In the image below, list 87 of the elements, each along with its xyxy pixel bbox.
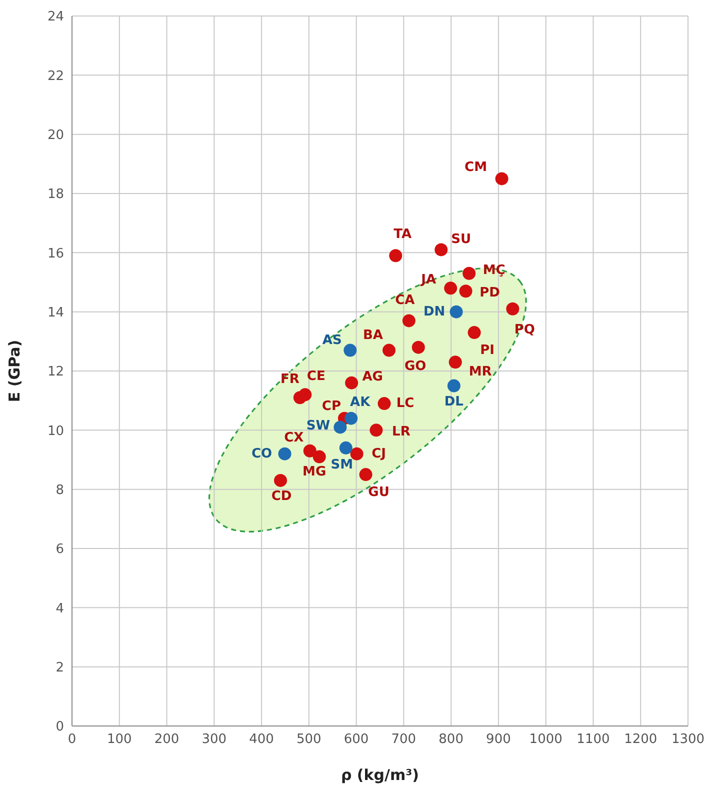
annotation: SM <box>330 457 354 472</box>
point <box>412 340 425 354</box>
annotation: CP <box>322 398 341 414</box>
point <box>444 282 458 295</box>
annotation: GU <box>368 485 390 500</box>
y-tick-label: 22 <box>47 68 64 84</box>
x-tick-label: 600 <box>344 732 369 748</box>
annotation: MR <box>468 364 492 380</box>
point <box>312 450 326 464</box>
x-tick-label: 300 <box>202 732 227 748</box>
point <box>382 344 396 357</box>
y-axis-title: E (GPa) <box>5 340 24 402</box>
point <box>359 468 372 482</box>
y-tick-label: 4 <box>56 601 64 616</box>
point <box>448 356 462 369</box>
y-tick-label: 18 <box>47 187 64 202</box>
point <box>447 379 460 392</box>
point <box>450 305 463 318</box>
annotation: TA <box>394 227 412 242</box>
point <box>506 302 520 316</box>
x-tick-label: 1200 <box>624 732 658 748</box>
x-tick-label: 500 <box>296 732 322 748</box>
y-tick-label: 14 <box>47 305 64 320</box>
point <box>495 172 508 186</box>
point <box>459 284 472 298</box>
point <box>434 243 448 256</box>
point <box>339 441 352 454</box>
annotation: AS <box>322 332 342 348</box>
x-tick-label: 700 <box>391 732 416 748</box>
annotation: DL <box>444 394 464 410</box>
annotation: PQ <box>514 322 535 338</box>
x-tick-label: 200 <box>154 732 180 748</box>
point <box>274 474 287 487</box>
y-tick-label: 12 <box>47 364 64 380</box>
x-tick-label: 1300 <box>671 732 705 748</box>
point <box>344 412 358 425</box>
point <box>298 388 312 402</box>
annotation: LR <box>392 424 410 440</box>
y-tick-label: 2 <box>56 660 64 676</box>
point <box>468 326 481 340</box>
annotation: FR <box>280 372 300 388</box>
annotation: CX <box>284 430 304 446</box>
annotation: CM <box>464 160 488 176</box>
annotation: LC <box>396 396 414 412</box>
annotation: MG <box>302 464 326 480</box>
annotation: CE <box>306 369 326 384</box>
annotation: AG <box>362 369 383 384</box>
annotation: SW <box>306 418 330 434</box>
x-tick-label: 900 <box>486 732 511 748</box>
y-tick-label: 10 <box>47 424 64 439</box>
x-tick-label: 800 <box>438 732 464 748</box>
y-tick-label: 0 <box>56 720 64 735</box>
annotation: CD <box>271 488 292 504</box>
y-tick-label: 6 <box>56 542 64 558</box>
annotation: MÇ <box>482 262 506 278</box>
annotation: CO <box>251 446 272 462</box>
point <box>350 447 364 460</box>
x-tick-label: 0 <box>68 732 76 748</box>
annotation: PD <box>480 286 500 301</box>
point <box>278 447 292 460</box>
x-tick-label: 100 <box>106 732 132 748</box>
annotation: SU <box>451 232 472 248</box>
point <box>402 314 416 328</box>
annotation: BA <box>363 328 383 343</box>
y-tick-label: 8 <box>56 482 64 498</box>
x-axis-title: ρ (kg/m³) <box>340 766 420 784</box>
annotation: AK <box>350 394 372 410</box>
annotation: CJ <box>372 446 386 462</box>
annotation: JA <box>420 272 436 288</box>
point <box>462 266 476 280</box>
annotation: GO <box>404 358 426 374</box>
annotation: DN <box>423 304 446 320</box>
point <box>334 420 347 434</box>
x-tick-label: 400 <box>249 732 274 748</box>
point <box>370 424 383 437</box>
y-tick-label: 20 <box>47 128 64 143</box>
annotation: CA <box>395 293 415 308</box>
annotation: PI <box>480 343 494 358</box>
point <box>344 344 357 357</box>
point <box>389 249 402 262</box>
point <box>303 444 316 458</box>
x-tick-label: 1100 <box>576 732 610 748</box>
point <box>378 397 391 410</box>
x-tick-label: 1000 <box>529 732 562 748</box>
y-tick-label: 24 <box>47 10 64 25</box>
y-tick-label: 16 <box>47 246 64 262</box>
point <box>345 376 358 390</box>
